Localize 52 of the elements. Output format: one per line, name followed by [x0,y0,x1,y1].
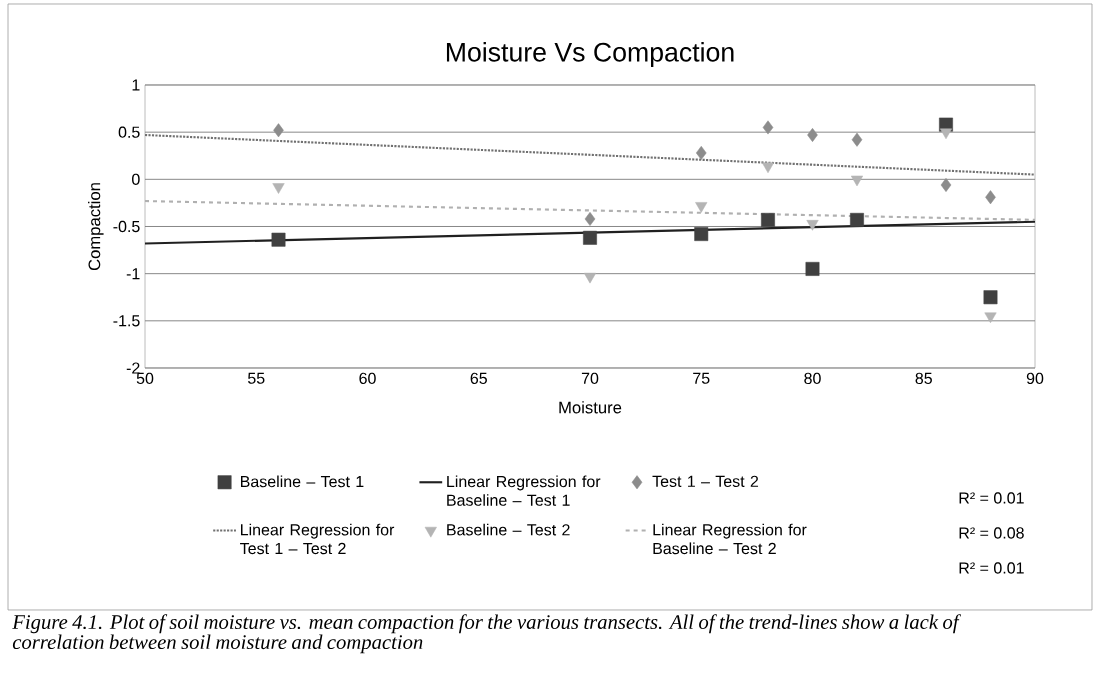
point [983,290,998,305]
x-tick-label: 75 [693,372,710,384]
x-tick-label: 80 [804,372,821,385]
x-tick-label: 85 [915,372,932,385]
point [695,145,707,160]
y-axis-title: Compaction [88,183,104,271]
chart-title: Moisture Vs Compaction [446,42,734,67]
point [850,175,864,187]
y-tick-label: -1.5 [113,315,140,327]
x-tick-label: 55 [248,372,265,384]
caption: Figure 4.1. Plot of soil moisture vs. mean compaction for the various transects. All of the trend-lines show a lack of correlation between soil moisture and compaction [12,614,961,654]
legend-label: Linear Regression for Baseline – Test 1 [447,475,601,506]
y-tick-label: 0 [132,173,140,185]
y-tick-label: 0.5 [118,126,140,138]
y-tick-label: 1 [132,79,140,91]
point [273,123,284,138]
point [695,202,708,213]
point [985,190,996,205]
x-axis-title: Moisture [559,401,622,414]
legend-label: Baseline – Test 2 [447,523,570,536]
point [806,220,819,231]
text: R² = 0.01 [959,492,1024,504]
point [583,272,597,284]
y-tick-label: -1 [126,268,140,280]
point [584,212,596,226]
x-tick-label: 70 [581,372,599,385]
y-tick-label: -0.5 [113,220,140,233]
legend-label: Test 1 – Test 2 [652,475,759,487]
point [939,128,953,140]
point [807,128,818,142]
x-tick-label: 90 [1026,372,1044,385]
point [984,312,997,324]
point [851,132,863,147]
legend-label: Linear Regression for Baseline – Test 2 [653,523,807,555]
legend-label: Baseline – Test 1 [241,475,364,488]
text: R² = 0.01 [959,562,1024,574]
text: R² = 0.08 [959,527,1024,539]
legend-label: Linear Regression for Test 1 – Test 2 [240,523,395,555]
point [850,212,864,227]
point [940,178,952,192]
x-tick-label: 60 [359,372,376,385]
point [761,212,775,227]
point [762,120,774,135]
point [271,232,286,247]
y-tick-label: -2 [126,362,140,374]
x-tick-label: 50 [136,372,154,385]
x-tick-label: 65 [470,372,487,385]
point [272,183,285,194]
point [694,227,709,241]
point [583,230,597,245]
point [761,162,775,174]
point [805,262,820,276]
